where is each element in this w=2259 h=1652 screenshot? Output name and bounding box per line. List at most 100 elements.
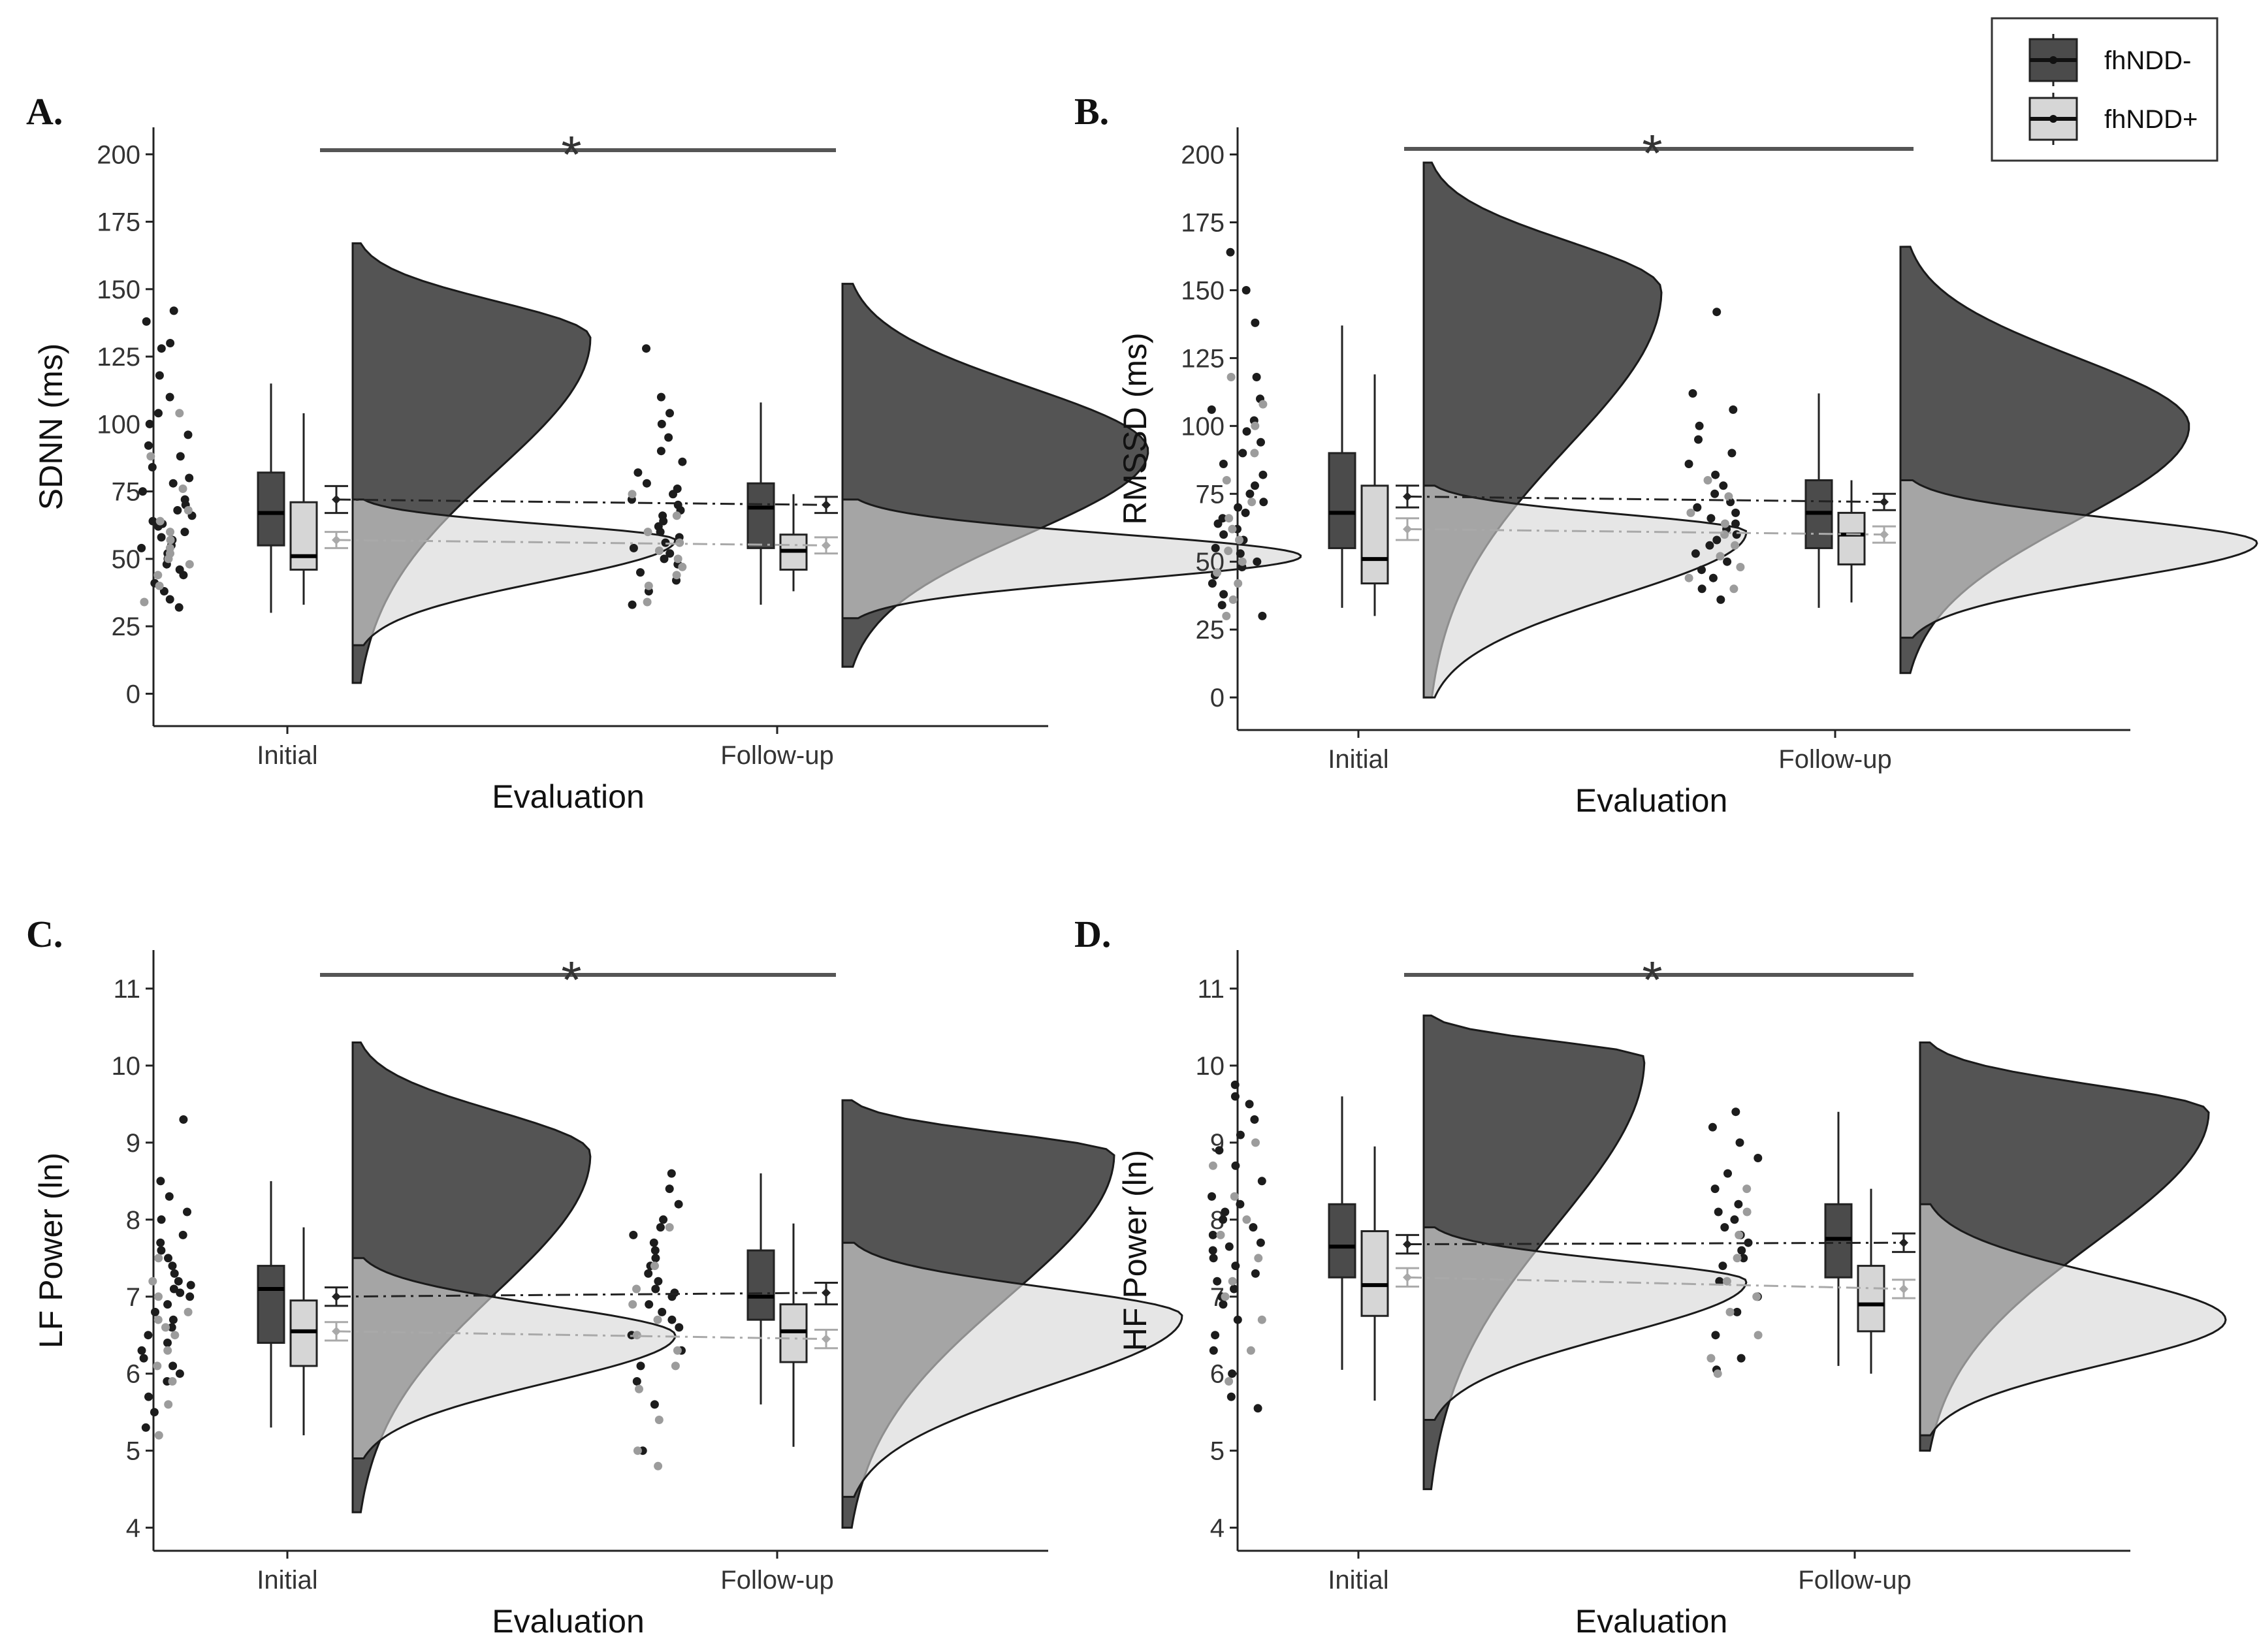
data-point (629, 543, 638, 552)
data-point (649, 1238, 658, 1247)
x-tick-label: Initial (1328, 745, 1388, 774)
data-point (1236, 1130, 1245, 1139)
data-point (1222, 476, 1231, 484)
data-point (164, 1400, 173, 1409)
data-point (1705, 541, 1714, 550)
y-tick-label: 25 (1196, 616, 1225, 644)
data-point (1215, 1146, 1224, 1155)
data-point (675, 538, 684, 547)
data-point (1208, 1230, 1217, 1239)
y-tick-label: 6 (1210, 1360, 1225, 1389)
data-point (1731, 1107, 1740, 1117)
data-point (155, 581, 164, 590)
y-tick-label: 125 (97, 343, 140, 372)
data-point (186, 1280, 195, 1290)
data-point (165, 595, 174, 604)
data-point (628, 600, 637, 609)
data-point (651, 1284, 660, 1294)
data-point (168, 1262, 177, 1271)
data-point (184, 506, 193, 515)
data-point (1226, 247, 1235, 257)
data-point (628, 490, 637, 499)
mean-marker (822, 1334, 831, 1344)
data-point (1249, 1223, 1258, 1232)
box-fhndd-neg (746, 482, 775, 549)
data-point (176, 452, 185, 461)
data-point (1257, 437, 1265, 447)
data-point (178, 1230, 187, 1239)
data-point (1725, 1307, 1735, 1316)
data-point (179, 1115, 188, 1124)
data-point (1724, 492, 1733, 501)
box-fhndd-pos (1857, 1265, 1885, 1333)
data-point (144, 441, 153, 450)
data-point (174, 1277, 183, 1286)
data-point (1736, 563, 1745, 571)
data-point (180, 528, 189, 537)
data-point (157, 344, 166, 353)
data-point (1706, 1354, 1716, 1363)
chart-panel-1: A. 0 25 50 75 100 125 150 175 200 Initial Follow-up… (26, 90, 1302, 815)
data-point (1259, 498, 1268, 507)
data-point (678, 562, 687, 571)
data-point (1225, 1377, 1234, 1386)
data-point (1219, 590, 1228, 599)
legend-label-fhndd-neg: fhNDD- (2104, 46, 2191, 75)
panel-letter: D. (1074, 913, 1111, 955)
box-fhndd-neg (1328, 452, 1356, 549)
data-point (665, 409, 674, 418)
data-point (665, 1223, 674, 1232)
data-point (148, 516, 157, 526)
data-point (1253, 557, 1262, 566)
data-point (657, 419, 666, 428)
y-tick-label: 100 (97, 410, 140, 439)
y-tick-label: 75 (1196, 480, 1225, 509)
data-point (671, 1361, 680, 1371)
data-point (1213, 1277, 1222, 1286)
y-tick-label: 4 (126, 1514, 140, 1543)
data-point (1251, 421, 1260, 430)
data-point (1720, 1223, 1729, 1232)
box-fhndd-neg (257, 471, 285, 547)
data-point (644, 581, 653, 590)
data-point (1231, 1262, 1240, 1271)
data-point (673, 500, 682, 509)
density-cloud-fhndd-pos (1919, 1203, 2227, 1437)
data-point (1219, 1300, 1228, 1309)
density-cloud-fhndd-pos (1899, 479, 2258, 639)
data-point (1734, 1199, 1743, 1209)
box-fhndd-pos (1360, 484, 1389, 584)
data-point (658, 511, 667, 520)
data-point (176, 1288, 185, 1297)
data-point (629, 1230, 638, 1239)
x-tick-label: Follow-up (720, 741, 833, 770)
data-point (1228, 595, 1238, 604)
x-tick-label: Initial (1328, 1566, 1388, 1595)
data-point (185, 473, 194, 483)
data-point (1742, 1184, 1752, 1194)
data-point (1236, 549, 1245, 558)
y-tick-label: 5 (1210, 1437, 1225, 1466)
data-point (659, 1215, 668, 1224)
data-point (165, 1192, 174, 1201)
data-point (150, 1408, 159, 1417)
data-point (1708, 1122, 1717, 1132)
data-point (1222, 611, 1231, 620)
data-point (1245, 1100, 1254, 1109)
data-point (169, 1284, 178, 1294)
data-point (1731, 519, 1740, 528)
data-point (184, 430, 193, 439)
data-point (1711, 470, 1720, 479)
data-point (1708, 573, 1718, 582)
y-tick-label: 50 (112, 545, 141, 574)
y-tick-label: 11 (113, 975, 140, 1004)
data-point (145, 419, 154, 428)
data-point (1723, 557, 1732, 566)
data-point (1236, 1199, 1245, 1209)
data-point (175, 1369, 184, 1378)
data-point (1730, 1215, 1739, 1224)
data-point (166, 528, 174, 537)
data-point (660, 554, 669, 564)
data-point (673, 1346, 682, 1355)
